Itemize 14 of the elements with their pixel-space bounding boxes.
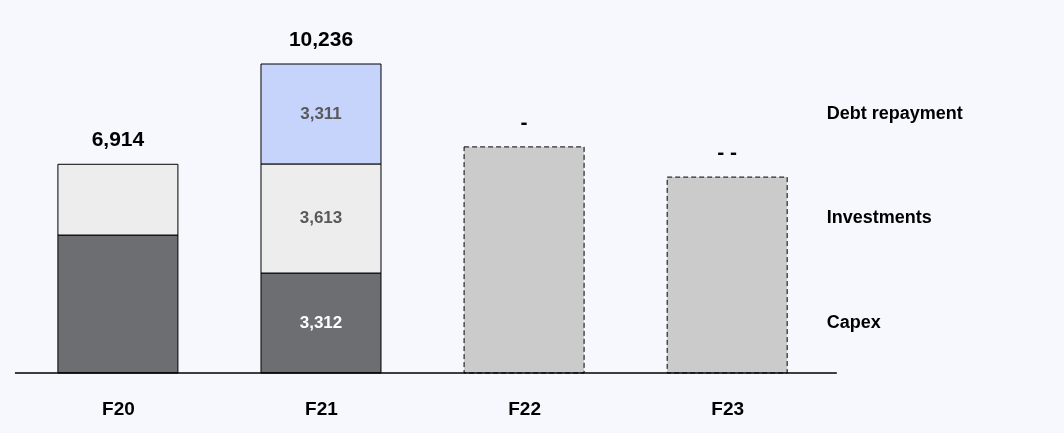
- data-label: 3,613: [299, 208, 343, 228]
- total-label: 10,236: [288, 27, 354, 50]
- total-label: -: [520, 109, 528, 133]
- text: Investments: [826, 207, 932, 228]
- x-tick-label: F20: [102, 397, 135, 419]
- text: Capex: [826, 312, 881, 333]
- text: Debt repayment: [826, 102, 963, 123]
- data-label: 3,312: [299, 313, 343, 333]
- data-label: 3,311: [300, 103, 342, 123]
- x-tick-label: F22: [508, 397, 541, 419]
- total-label: - -: [717, 140, 738, 164]
- total-label: 6,914: [91, 127, 145, 151]
- x-tick-label: F23: [711, 397, 745, 419]
- x-tick-label: F21: [305, 397, 339, 419]
